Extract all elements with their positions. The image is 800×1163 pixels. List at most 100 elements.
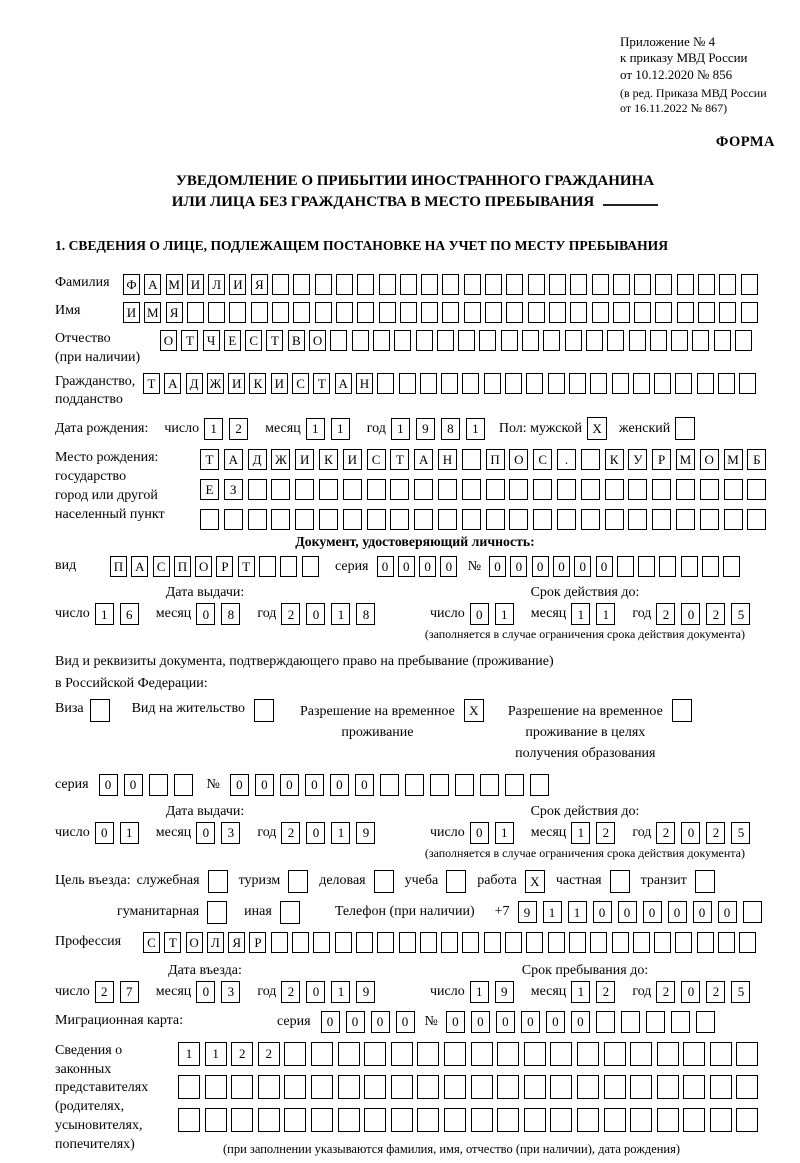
char-box[interactable] [443,1074,466,1099]
char-box[interactable]: 6 [119,603,139,626]
char-box[interactable] [675,372,693,394]
char-box[interactable]: . [556,449,576,471]
char-box[interactable] [527,273,545,295]
char-box[interactable] [470,1107,493,1132]
char-box[interactable] [414,479,434,501]
char-box[interactable]: 0 [510,556,528,578]
char-box[interactable]: 7 [119,980,139,1003]
char-box[interactable] [628,479,648,501]
char-box[interactable]: Д [247,449,267,471]
char-box[interactable]: 0 [681,603,701,626]
char-box[interactable] [590,931,608,953]
char-box[interactable] [683,1107,706,1132]
char-box[interactable] [556,479,576,501]
char-box[interactable]: Ж [271,449,291,471]
char-box[interactable]: 0 [440,556,458,578]
char-box[interactable]: 0 [617,901,637,924]
char-box[interactable] [372,329,390,351]
char-box[interactable] [366,479,386,501]
char-box[interactable]: О [509,449,529,471]
char-box[interactable]: 2 [706,980,726,1003]
char-box[interactable] [580,449,600,471]
char-box[interactable] [713,329,731,351]
char-box[interactable] [272,301,290,323]
char-box[interactable]: 0 [320,1010,340,1033]
char-box[interactable] [500,329,518,351]
char-box[interactable]: Я [250,273,268,295]
char-box[interactable]: Е [223,329,241,351]
char-box[interactable]: 5 [731,821,751,844]
char-box[interactable]: 0 [370,1010,390,1033]
char-box[interactable] [462,372,480,394]
char-box[interactable] [736,1107,759,1132]
purpose-tourism-checkbox[interactable] [288,869,309,893]
char-box[interactable]: 0 [196,980,216,1003]
char-box[interactable] [719,301,737,323]
char-box[interactable]: 0 [98,773,118,796]
char-box[interactable]: 1 [204,1041,227,1066]
char-box[interactable] [709,1041,732,1066]
char-box[interactable]: 1 [390,417,410,440]
char-box[interactable] [550,1107,573,1132]
char-box[interactable]: М [723,449,743,471]
char-box[interactable] [611,931,629,953]
char-box[interactable] [607,329,625,351]
char-box[interactable]: Т [266,329,284,351]
char-box[interactable]: 0 [329,773,349,796]
char-box[interactable]: У [628,449,648,471]
char-box[interactable]: О [309,329,327,351]
char-box[interactable] [649,329,667,351]
char-box[interactable]: Т [390,449,410,471]
char-box[interactable]: 1 [571,980,591,1003]
char-box[interactable] [630,1107,653,1132]
char-box[interactable]: К [249,372,267,394]
char-box[interactable] [523,1107,546,1132]
char-box[interactable] [628,329,646,351]
char-box[interactable] [718,372,736,394]
char-box[interactable] [591,273,609,295]
char-box[interactable]: X [463,698,484,722]
char-box[interactable]: Р [249,931,267,953]
char-box[interactable] [318,479,338,501]
char-box[interactable]: О [699,449,719,471]
char-box[interactable]: С [292,372,310,394]
char-box[interactable] [462,931,480,953]
char-box[interactable] [463,301,481,323]
char-box[interactable] [523,1074,546,1099]
char-box[interactable] [417,1041,440,1066]
char-box[interactable] [506,273,524,295]
char-box[interactable] [548,301,566,323]
char-box[interactable] [301,556,319,578]
purpose-other-checkbox[interactable] [279,900,300,924]
char-box[interactable]: О [195,556,213,578]
char-box[interactable]: Б [747,449,767,471]
char-box[interactable] [441,931,459,953]
char-box[interactable]: А [164,372,182,394]
char-box[interactable] [247,509,267,531]
char-box[interactable] [272,273,290,295]
char-box[interactable]: 0 [667,901,687,924]
char-box[interactable]: 2 [257,1041,280,1066]
char-box[interactable]: 0 [642,901,662,924]
char-box[interactable] [377,372,395,394]
char-box[interactable]: 0 [552,556,570,578]
char-box[interactable] [699,479,719,501]
char-box[interactable] [676,301,694,323]
char-box[interactable] [564,329,582,351]
char-box[interactable]: 1 [331,603,351,626]
char-box[interactable] [590,372,608,394]
char-box[interactable] [207,900,228,924]
char-box[interactable] [421,301,439,323]
char-box[interactable]: Я [228,931,246,953]
char-box[interactable] [378,273,396,295]
char-box[interactable]: О [185,931,203,953]
char-box[interactable] [292,931,310,953]
char-box[interactable]: 0 [520,1010,540,1033]
char-box[interactable]: С [152,556,170,578]
char-box[interactable] [709,1074,732,1099]
char-box[interactable] [334,931,352,953]
char-box[interactable]: 9 [415,417,435,440]
char-box[interactable] [271,509,291,531]
char-box[interactable] [609,869,630,893]
char-box[interactable] [442,301,460,323]
